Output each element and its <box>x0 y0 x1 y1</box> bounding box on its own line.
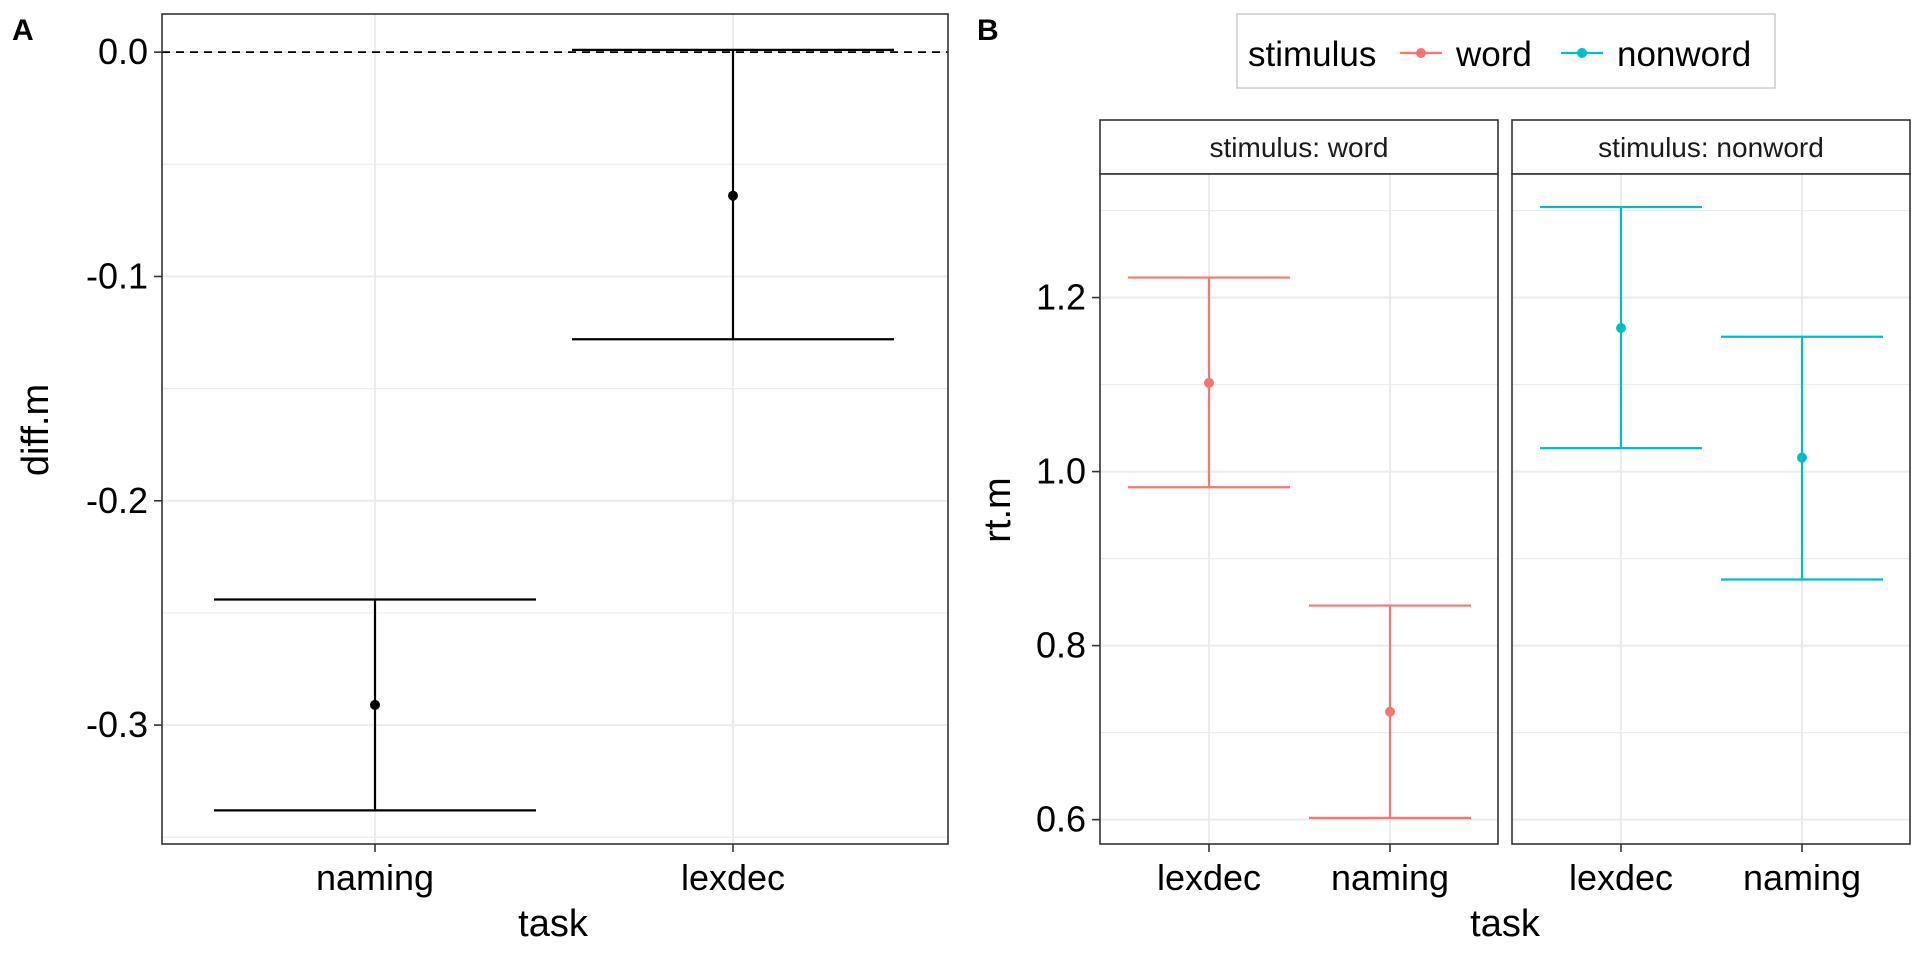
panel-a-border <box>161 13 949 845</box>
facet-border <box>1511 173 1911 845</box>
panel-b-x-axis-title: task <box>1470 903 1541 945</box>
facet-word: stimulus: word lexdec naming <box>1099 119 1499 898</box>
facet-x-tick-label: lexdec <box>1157 857 1261 898</box>
panel-b-y-tick-label: 1.2 <box>1036 277 1086 318</box>
legend-label-nonword: nonword <box>1617 35 1751 74</box>
panel-a-x-tick-label: naming <box>316 857 434 898</box>
facet-strip-label: stimulus: word <box>1210 132 1389 163</box>
facet-x-tick-label: lexdec <box>1569 857 1673 898</box>
panel-a-y-tick-label: 0.0 <box>98 31 148 72</box>
panel-a-background <box>162 14 948 844</box>
facet-mean-point <box>1385 706 1395 717</box>
panel-b-y-tick-label: 1.0 <box>1036 451 1086 492</box>
facet-border <box>1099 173 1499 845</box>
facet-background <box>1100 174 1498 844</box>
panel-b-y-tick-label: 0.8 <box>1036 625 1086 666</box>
facet-background <box>1512 174 1910 844</box>
panel-a-mean-point <box>370 699 380 710</box>
legend-key-point-word <box>1416 48 1426 58</box>
panel-a-y-tick-label: -0.3 <box>86 704 148 745</box>
facet-strip <box>1511 119 1911 175</box>
panel-a-y-tick-label: -0.2 <box>86 480 148 521</box>
panel-a-y-tick-label: -0.1 <box>86 255 148 296</box>
panel-a-y-axis-title: diff.m <box>15 384 57 476</box>
panel-a-x-axis-title: task <box>518 903 589 945</box>
facet-strip <box>1099 119 1499 175</box>
legend-title: stimulus <box>1248 35 1376 74</box>
panel-b-y-tick-label: 0.6 <box>1036 799 1086 840</box>
panel-b-tag: B <box>977 14 999 47</box>
legend-label-word: word <box>1455 35 1532 74</box>
panel-b-y-axis-title: rt.m <box>977 477 1019 542</box>
facet-mean-point <box>1616 323 1626 334</box>
panel-a-mean-point <box>728 190 738 201</box>
legend-box <box>1236 13 1776 89</box>
panel-a: 0.0 -0.1 -0.2 -0.3 naming lexdec task diff.m A <box>12 13 949 945</box>
facet-strip-label: stimulus: nonword <box>1598 132 1824 163</box>
facet-x-tick-label: naming <box>1331 857 1449 898</box>
panel-b-legend: stimulus word nonword <box>1236 13 1776 89</box>
facet-x-tick-label: naming <box>1743 857 1861 898</box>
panel-b: stimulus word nonword stimulus: word lexdec n… <box>977 13 1911 945</box>
facet-nonword: stimulus: nonword lexdec naming <box>1511 119 1911 898</box>
facet-mean-point <box>1204 377 1214 388</box>
legend-key-point-nonword <box>1577 48 1587 58</box>
panel-a-x-tick-label: lexdec <box>681 857 785 898</box>
panel-a-tag: A <box>12 14 34 47</box>
facet-mean-point <box>1797 452 1807 463</box>
